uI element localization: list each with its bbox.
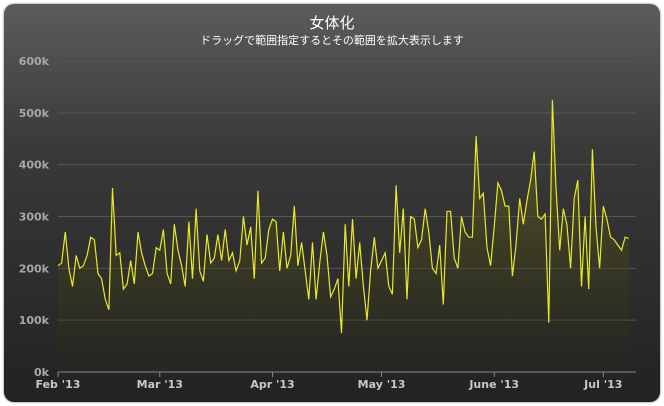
y-tick-label: 200k xyxy=(19,262,50,275)
chart-subtitle: ドラッグで範囲指定するとその範囲を拡大表示します xyxy=(200,33,464,47)
chart-title: 女体化 xyxy=(309,14,354,32)
x-tick-label: Mar '13 xyxy=(137,378,183,391)
y-tick-label: 0k xyxy=(34,366,50,379)
x-tick-label: June '13 xyxy=(468,378,519,391)
x-tick-label: May '13 xyxy=(358,378,406,391)
y-tick-label: 400k xyxy=(19,159,50,172)
y-axis-ticks: 0k 100k 200k 300k 400k 500k 600k xyxy=(19,55,50,379)
series-line[interactable] xyxy=(57,99,629,334)
y-tick-label: 600k xyxy=(19,55,50,68)
y-tick-label: 100k xyxy=(19,314,50,327)
x-tick-label: Jul '13 xyxy=(583,378,622,391)
x-tick-label: Feb '13 xyxy=(36,378,81,391)
series-area-fill xyxy=(58,99,629,373)
x-tick-label: Apr '13 xyxy=(250,378,294,391)
y-tick-label: 300k xyxy=(19,211,50,224)
x-axis-ticks: Feb '13 Mar '13 Apr '13 May '13 June '13 Jul … xyxy=(36,372,622,391)
plot-area[interactable] xyxy=(57,99,629,373)
chart-svg[interactable]: 女体化 ドラッグで範囲指定するとその範囲を拡大表示します 0k 100k 200k 3… xyxy=(4,4,660,402)
y-tick-label: 500k xyxy=(19,107,50,120)
chart-container[interactable]: 女体化 ドラッグで範囲指定するとその範囲を拡大表示します 0k 100k 200k 3… xyxy=(4,4,660,402)
